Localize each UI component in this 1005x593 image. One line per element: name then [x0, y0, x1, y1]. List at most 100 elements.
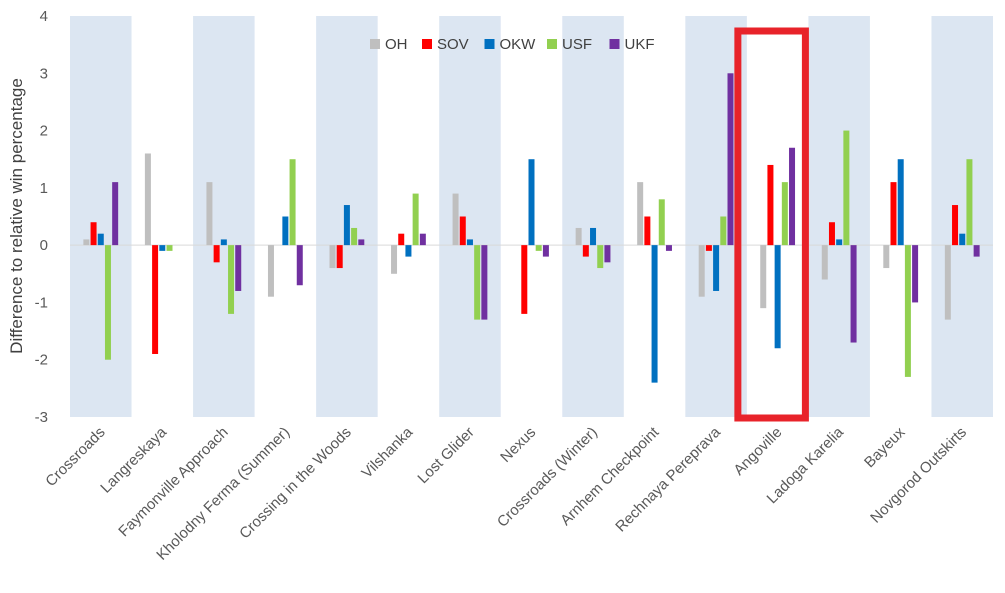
category-band — [808, 16, 870, 417]
legend: OH SOV OKW USF UKF — [370, 36, 655, 53]
legend-label-sov: SOV — [437, 36, 469, 53]
x-tick-label: Lost Glider — [414, 424, 477, 487]
bar-okw — [959, 233, 966, 246]
bar-sov — [459, 216, 466, 246]
bar-okw — [343, 205, 350, 246]
bar-oh — [329, 245, 336, 269]
y-tick-label: -2 — [35, 352, 48, 369]
x-tick-label: Bayeux — [861, 423, 909, 471]
x-tick-label: Faymonville Approach — [115, 424, 231, 540]
bar-usf — [535, 245, 542, 251]
bar-usf — [904, 245, 911, 377]
bar-okw — [159, 245, 166, 251]
bar-usf — [104, 245, 111, 360]
bar-okw — [282, 216, 289, 246]
bar-ukf — [850, 245, 857, 343]
y-tick-label: -1 — [35, 294, 48, 311]
bar-oh — [267, 245, 274, 297]
y-tick-label: 3 — [40, 65, 48, 82]
bar-usf — [289, 159, 296, 246]
bar-ukf — [542, 245, 549, 257]
bar-oh — [821, 245, 828, 280]
bar-ukf — [296, 245, 303, 286]
bar-ukf — [112, 182, 119, 246]
bar-sov — [90, 222, 97, 246]
x-tick-label: Nexus — [497, 424, 539, 466]
x-tick-label: Crossroads — [42, 424, 108, 490]
bar-okw — [405, 245, 412, 257]
bar-oh — [83, 239, 90, 246]
bar-ukf — [665, 245, 672, 251]
bar-ukf — [358, 239, 365, 246]
bar-usf — [658, 199, 665, 246]
legend-label-okw: OKW — [500, 36, 537, 53]
bar-okw — [220, 239, 227, 246]
bar-okw — [590, 227, 597, 246]
highlight-box — [734, 27, 809, 422]
x-tick-label: Crossing in the Woods — [236, 424, 355, 543]
legend-swatch-oh — [370, 39, 380, 49]
bar-usf — [412, 193, 419, 246]
bar-ukf — [789, 147, 796, 246]
legend-swatch-sov — [422, 39, 432, 49]
legend-swatch-okw — [484, 39, 495, 49]
y-tick-label: 1 — [40, 180, 48, 197]
bar-okw — [651, 245, 658, 383]
legend-label-ukf: UKF — [625, 36, 655, 53]
bar-usf — [843, 130, 850, 246]
bar-oh — [391, 245, 398, 274]
bar-usf — [228, 245, 235, 314]
bar-usf — [966, 159, 973, 246]
bar-oh — [206, 182, 213, 246]
y-axis-label: Difference to relative win percentage — [7, 78, 26, 354]
bar-ukf — [973, 245, 980, 257]
bar-okw — [466, 239, 473, 246]
bar-oh — [452, 193, 459, 246]
bar-sov — [705, 245, 712, 251]
bar-ukf — [604, 245, 611, 263]
bar-series — [83, 73, 980, 383]
bar-sov — [767, 164, 774, 246]
category-band — [562, 16, 624, 417]
bar-okw — [897, 159, 904, 246]
category-band — [439, 16, 501, 417]
legend-label-oh: OH — [385, 36, 408, 53]
legend-swatch-ukf — [609, 39, 620, 49]
bar-oh — [944, 245, 951, 320]
bar-okw — [713, 245, 720, 291]
bar-sov — [398, 233, 405, 246]
bar-usf — [166, 245, 173, 251]
y-tick-label: 4 — [40, 8, 48, 25]
bar-oh — [575, 227, 582, 246]
x-tick-label: Rechnaya Pereprava — [612, 423, 724, 535]
bar-sov — [152, 245, 159, 354]
bar-oh — [698, 245, 705, 297]
bar-sov — [890, 182, 897, 246]
y-tick-label: 2 — [40, 123, 48, 140]
bar-ukf — [481, 245, 488, 320]
bar-oh — [760, 245, 767, 309]
bar-sov — [952, 205, 959, 246]
bar-sov — [336, 245, 343, 269]
bar-okw — [97, 233, 104, 246]
bar-oh — [637, 182, 644, 246]
legend-label-usf: USF — [562, 36, 592, 53]
bar-okw — [528, 159, 535, 246]
category-band — [70, 16, 132, 417]
x-tick-label: Angoville — [730, 424, 785, 479]
bar-okw — [836, 239, 843, 246]
bar-sov — [644, 216, 651, 246]
bar-usf — [781, 182, 788, 246]
bar-ukf — [727, 73, 734, 246]
bar-sov — [828, 222, 835, 246]
bar-usf — [474, 245, 481, 320]
x-tick-label: Vilshanka — [358, 423, 416, 481]
bar-usf — [351, 227, 358, 246]
bar-okw — [774, 245, 781, 349]
category-band — [931, 16, 993, 417]
bar-ukf — [912, 245, 919, 303]
bar-usf — [720, 216, 727, 246]
y-tick-label: -3 — [35, 409, 48, 426]
